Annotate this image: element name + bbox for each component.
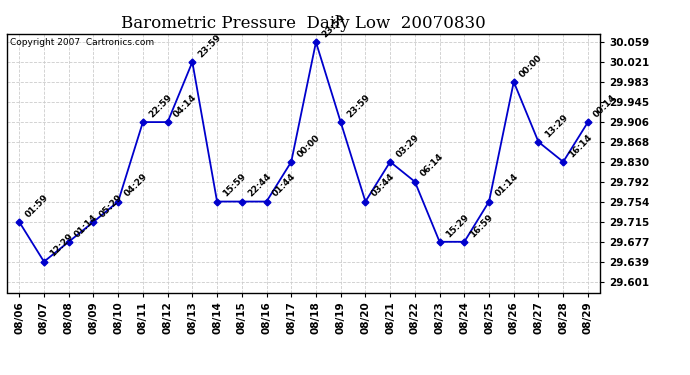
Text: 06:14: 06:14 <box>419 152 446 179</box>
Text: 04:29: 04:29 <box>122 172 149 199</box>
Text: 16:59: 16:59 <box>469 212 495 239</box>
Text: 01:59: 01:59 <box>23 192 50 219</box>
Text: 03:44: 03:44 <box>370 172 396 199</box>
Text: 22:44: 22:44 <box>246 172 273 199</box>
Text: 22:59: 22:59 <box>147 93 174 119</box>
Text: 00:14: 00:14 <box>592 93 619 119</box>
Text: 04:14: 04:14 <box>172 93 199 119</box>
Title: Barometric Pressure  Daily Low  20070830: Barometric Pressure Daily Low 20070830 <box>121 15 486 32</box>
Text: 01:14: 01:14 <box>493 172 520 199</box>
Text: 12:29: 12:29 <box>48 232 75 259</box>
Text: 00:00: 00:00 <box>295 133 322 159</box>
Text: 23:59: 23:59 <box>197 33 223 59</box>
Text: 13:29: 13:29 <box>542 112 569 139</box>
Text: 23:59: 23:59 <box>320 13 347 39</box>
Text: 23:59: 23:59 <box>345 93 371 119</box>
Text: Copyright 2007  Cartronics.com: Copyright 2007 Cartronics.com <box>10 38 154 46</box>
Text: 00:00: 00:00 <box>518 53 544 79</box>
Text: 05:29: 05:29 <box>97 192 124 219</box>
Text: 03:29: 03:29 <box>394 132 421 159</box>
Text: 16:14: 16:14 <box>567 132 594 159</box>
Text: 15:59: 15:59 <box>221 172 248 199</box>
Text: 01:44: 01:44 <box>270 172 297 199</box>
Text: 01:14: 01:14 <box>73 212 99 239</box>
Text: 15:29: 15:29 <box>444 212 471 239</box>
